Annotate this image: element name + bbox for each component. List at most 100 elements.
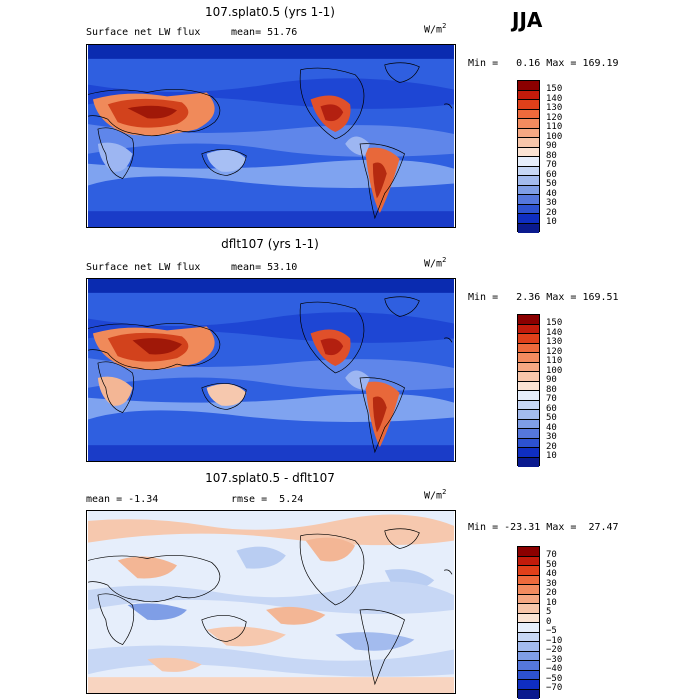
colorbar-tick-label: 130: [546, 337, 563, 347]
colorbar-swatch: [518, 632, 539, 642]
colorbar-swatch: [518, 381, 539, 391]
colorbar-tick-label: 40: [546, 188, 557, 199]
colorbar-swatch: [518, 594, 539, 604]
panel2-max-label: Max =: [546, 292, 577, 303]
panel1-mean-value: 51.76: [267, 27, 298, 38]
colorbar-tick-label: 150: [546, 84, 563, 94]
season-label: JJA: [512, 8, 543, 32]
panel2-min-label: Min =: [468, 292, 499, 303]
colorbar-swatch: [518, 429, 539, 439]
colorbar-tick-label: 10: [546, 597, 557, 608]
panel1-min-label: Min =: [468, 58, 499, 69]
panel1-mean: mean= 51.76: [231, 27, 297, 38]
colorbar-tick-label: 10: [546, 217, 557, 227]
colorbar-tick-label: 140: [546, 327, 563, 338]
panel2-min-value: 2.36: [516, 292, 541, 303]
colorbar-tick-label: 60: [546, 169, 557, 180]
colorbar-swatch: [518, 680, 539, 690]
panel2-mean-value: 53.10: [267, 262, 298, 273]
panel1-minmax: Min = 0.16 Max = 169.19: [468, 58, 619, 69]
panel2-colorbar-swatches: [517, 314, 540, 467]
panel1-title: 107.splat0.5 (yrs 1-1): [205, 5, 335, 19]
panel2-title: dflt107 (yrs 1-1): [221, 237, 319, 251]
panel2-units-exp: 2: [442, 256, 447, 264]
panel3-max-label: Max =: [546, 522, 577, 533]
colorbar-tick-label: −20: [546, 645, 563, 655]
panel3-rmse: rmse = 5.24: [231, 494, 303, 505]
colorbar-swatch: [518, 195, 539, 205]
colorbar-tick-label: 50: [546, 413, 557, 423]
colorbar-tick-label: 20: [546, 207, 557, 218]
colorbar-tick-label: −40: [546, 664, 563, 674]
colorbar-swatch: [518, 343, 539, 353]
colorbar-tick-label: 70: [546, 160, 557, 170]
colorbar-tick-label: 100: [546, 131, 563, 142]
panel2-units-text: W/m: [424, 258, 443, 270]
panel3-units: W/m2: [424, 488, 446, 501]
colorbar-tick-label: 130: [546, 103, 563, 113]
colorbar-tick-label: 30: [546, 578, 557, 589]
colorbar-swatch: [518, 185, 539, 195]
colorbar-swatch: [518, 372, 539, 382]
colorbar-swatch: [518, 81, 539, 91]
colorbar-swatch: [518, 566, 539, 576]
panel2-variable: Surface net LW flux: [86, 262, 201, 273]
colorbar-swatch: [518, 147, 539, 157]
colorbar-swatch: [518, 166, 539, 176]
colorbar-tick-label: 20: [546, 588, 557, 598]
panel3-max-value: 27.47: [588, 522, 619, 533]
colorbar-tick-label: 60: [546, 403, 557, 414]
colorbar-swatch: [518, 651, 539, 661]
colorbar-swatch: [518, 419, 539, 429]
colorbar-tick-label: 120: [546, 346, 563, 357]
panel1-units-exp: 2: [442, 22, 447, 30]
colorbar-swatch: [518, 670, 539, 680]
panel3-minmax: Min = -23.31 Max = 27.47: [468, 522, 619, 533]
colorbar-tick-label: 20: [546, 441, 557, 452]
colorbar-tick-label: −50: [546, 673, 563, 684]
colorbar-tick-label: 140: [546, 93, 563, 104]
colorbar-tick-label: 5: [546, 607, 552, 617]
panel3-colorbar-swatches: [517, 546, 540, 699]
colorbar-swatch: [518, 604, 539, 614]
colorbar-swatch: [518, 334, 539, 344]
colorbar-tick-label: 90: [546, 375, 557, 385]
panel3-rmse-value: 5.24: [279, 494, 304, 505]
colorbar-tick-label: −10: [546, 635, 563, 646]
panel3-min-label: Min =: [468, 522, 499, 533]
colorbar-tick-label: 90: [546, 141, 557, 151]
panel3-mean-value: -1.34: [128, 494, 159, 505]
colorbar-swatch: [518, 204, 539, 214]
colorbar-tick-label: 10: [546, 451, 557, 461]
colorbar-tick-label: 30: [546, 432, 557, 442]
colorbar-swatch: [518, 613, 539, 623]
panel3-mean-label: mean =: [86, 494, 123, 505]
panel3-map: [86, 510, 456, 694]
colorbar-swatch: [518, 315, 539, 325]
colorbar-tick-label: 50: [546, 559, 557, 570]
colorbar-tick-label: 40: [546, 422, 557, 433]
panel2-mean-label: mean=: [231, 262, 262, 273]
panel3-mean: mean = -1.34: [86, 494, 158, 505]
panel1-variable: Surface net LW flux: [86, 27, 201, 38]
colorbar-tick-label: 70: [546, 550, 557, 560]
colorbar-tick-label: −70: [546, 683, 563, 693]
colorbar-tick-label: 40: [546, 569, 557, 579]
colorbar-swatch: [518, 362, 539, 372]
colorbar-swatch: [518, 438, 539, 448]
panel3-min-value: -23.31: [504, 522, 541, 533]
panel1-colorbar-swatches: [517, 80, 540, 233]
colorbar-swatch: [518, 353, 539, 363]
colorbar-swatch: [518, 585, 539, 595]
colorbar-swatch: [518, 556, 539, 566]
colorbar-swatch: [518, 575, 539, 585]
colorbar-tick-label: 80: [546, 150, 557, 161]
panel1-max-value: 169.19: [582, 58, 619, 69]
colorbar-swatch: [518, 214, 539, 224]
panel3-units-text: W/m: [424, 490, 443, 502]
colorbar-swatch: [518, 391, 539, 401]
panel2-mean: mean= 53.10: [231, 262, 297, 273]
colorbar-tick-label: 120: [546, 112, 563, 123]
colorbar-swatch: [518, 410, 539, 420]
colorbar-swatch: [518, 547, 539, 557]
